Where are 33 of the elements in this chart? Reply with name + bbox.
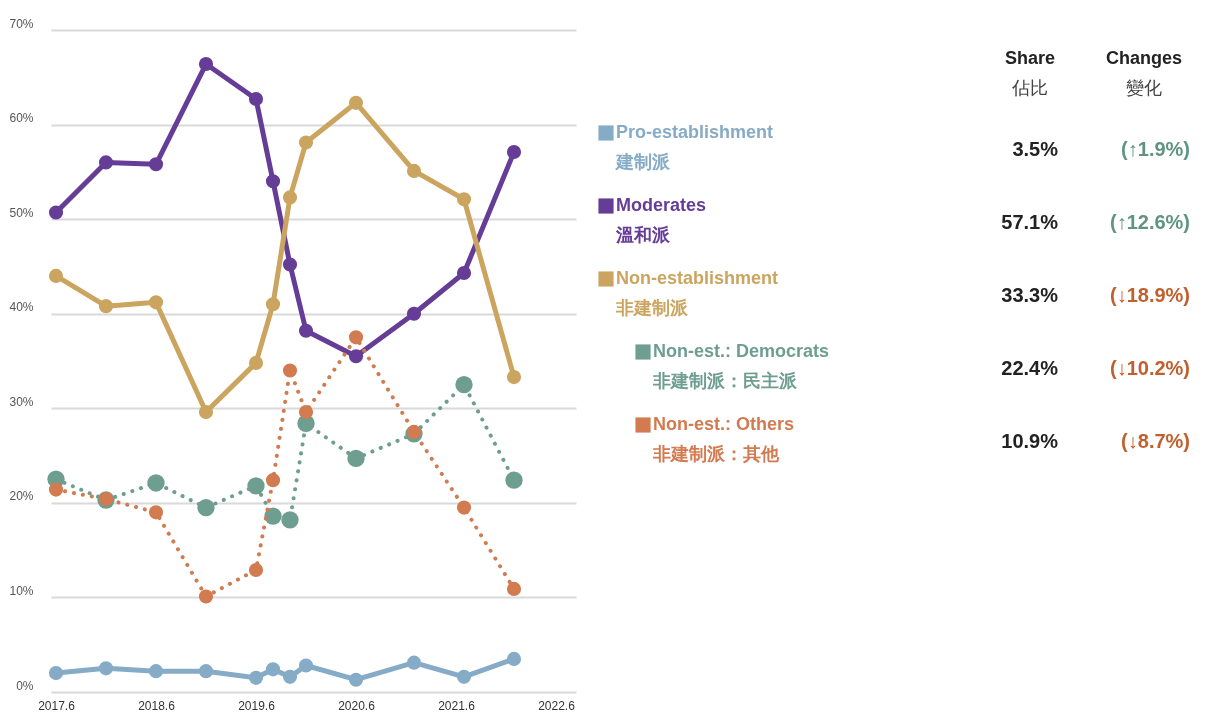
y-tick-label: 30%: [9, 394, 34, 409]
text: (↓10.2%): [1109, 357, 1190, 379]
x-tick-label: 2022.6: [538, 698, 576, 713]
legend-label: Non-establishment 非建制派: [615, 268, 779, 318]
x-tick-label: 2021.6: [438, 698, 476, 713]
text: 33.3%: [1001, 284, 1059, 306]
x-tick-label: 2018.6: [138, 698, 176, 713]
text: Share: [1004, 48, 1056, 68]
y-tick-label: 20%: [9, 489, 34, 504]
text: 22.4%: [1001, 357, 1059, 379]
x-tick-label: 2020.6: [338, 698, 376, 713]
text: 變化: [1126, 78, 1162, 98]
text: 佔比: [1011, 78, 1048, 98]
text: Changes: [1105, 48, 1183, 68]
y-tick-label: 10%: [9, 583, 34, 598]
text: 10.9%: [1001, 430, 1059, 452]
x-tick-label: 2017.6: [38, 698, 76, 713]
legend-label: Non-est.: Others 非建制派：其他: [652, 414, 795, 464]
text: (↑1.9%): [1121, 138, 1190, 160]
text: (↓8.7%): [1121, 430, 1190, 452]
y-tick-label: 0%: [16, 678, 34, 693]
y-tick-label: 40%: [9, 300, 34, 315]
text: 57.1%: [1001, 211, 1059, 233]
legend-label: Non-est.: Democrats 非建制派：民主派: [652, 341, 830, 391]
y-tick-label: 60%: [9, 111, 34, 126]
y-tick-label: 50%: [9, 205, 34, 220]
text: (↑12.6%): [1109, 211, 1190, 233]
legend-label: Pro-establishment 建制派: [614, 122, 774, 172]
x-tick-label: 2019.6: [238, 698, 276, 713]
y-tick-label: 70%: [9, 16, 34, 31]
text: (↓18.9%): [1109, 284, 1190, 306]
text: 3.5%: [1012, 138, 1059, 160]
legend-label: Moderates 溫和派: [615, 195, 707, 245]
